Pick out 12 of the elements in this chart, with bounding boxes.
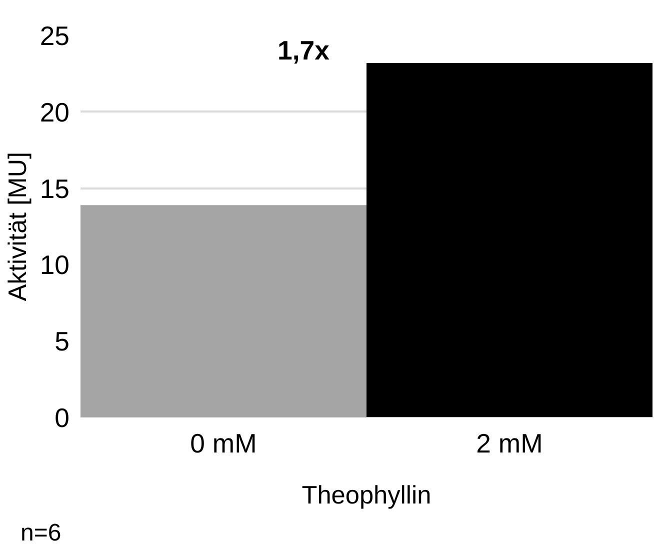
y-tick-label: 20 (40, 97, 70, 128)
y-tick-label: 10 (40, 250, 70, 280)
text: n=6 (20, 520, 62, 546)
annotation: 1,7x (278, 36, 330, 66)
y-tick-label: 5 (54, 326, 70, 357)
x-tick-label: 0 mM (190, 428, 257, 458)
y-axis-title: Aktivität [MU] (4, 152, 32, 302)
y-tick-label: 15 (40, 174, 70, 204)
y-tick-label: 0 (54, 403, 70, 433)
x-tick-label: 2 mM (476, 428, 543, 458)
x-axis-title: Theophyllin (302, 482, 432, 510)
y-tick-label: 25 (40, 21, 70, 51)
